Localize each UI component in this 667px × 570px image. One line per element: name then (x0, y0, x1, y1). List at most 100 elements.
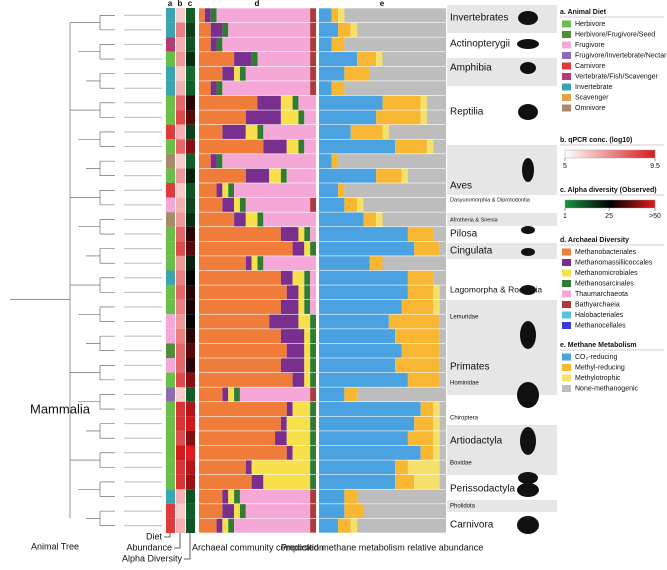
group-label: Lagomorpha & Rodentia (450, 284, 542, 294)
archaea-segment (216, 37, 223, 52)
archaea-segment (304, 241, 311, 256)
diet-cell (166, 66, 175, 81)
methane-segment (344, 37, 446, 52)
methane-segment (433, 431, 440, 446)
group-band (447, 500, 557, 512)
legend-label: Omnivore (575, 105, 605, 112)
methane-segment (319, 518, 339, 533)
methane-segment (319, 256, 370, 271)
archaea-segment (286, 168, 316, 183)
archaea-segment (257, 124, 264, 139)
archaea-segment (222, 81, 311, 96)
legend-label: CO₂-reducing (575, 354, 618, 361)
methane-segment (331, 8, 339, 23)
methane-segment (439, 460, 446, 475)
alpha-cell (186, 197, 195, 213)
qpcr-cell (176, 358, 185, 373)
alpha-cell (186, 518, 195, 533)
archaea-segment (216, 81, 223, 96)
species-label-line (124, 277, 162, 279)
legend-label: Methanocellales (575, 322, 626, 329)
methane-segment (357, 197, 364, 212)
diet-cell (166, 401, 175, 417)
archaea-segment (304, 358, 311, 373)
methane-segment (319, 474, 396, 489)
qpcr-cell (176, 503, 185, 519)
archaea-segment (310, 416, 316, 431)
archaea-segment (245, 110, 281, 125)
qpcr-cell (176, 372, 185, 388)
archaea-segment (292, 372, 305, 387)
archaea-segment (222, 124, 246, 139)
methane-segment (420, 445, 434, 460)
qpcr-cell (176, 241, 185, 256)
diet-cell (166, 387, 175, 402)
scale-label: 25 (605, 213, 613, 220)
methane-segment (319, 431, 408, 446)
archaea-segment (210, 22, 223, 37)
methane-segment (439, 299, 446, 314)
diet-cell (166, 503, 175, 519)
methane-segment (357, 518, 446, 533)
alpha-cell (186, 430, 195, 446)
alpha-cell (186, 460, 195, 475)
archaea-segment (310, 52, 316, 67)
tree-label: Mammalia (30, 401, 91, 416)
panel-letter: d (255, 0, 260, 8)
methane-segment (433, 402, 440, 417)
methane-segment (319, 66, 345, 81)
archaea-segment (245, 504, 311, 519)
archaea-segment (292, 402, 311, 417)
archaea-segment (310, 241, 316, 256)
alpha-cell (186, 299, 195, 315)
methane-segment (357, 52, 377, 67)
archaea-segment (222, 66, 235, 81)
bottom-label: Abundance (126, 542, 172, 552)
qpcr-cell (176, 51, 185, 67)
archaea-segment (298, 285, 305, 300)
methane-segment (433, 285, 440, 300)
qpcr-cell (176, 168, 185, 183)
methane-segment (331, 37, 345, 52)
alpha-cell (186, 401, 195, 417)
methane-segment (395, 358, 440, 373)
archaea-segment (310, 474, 316, 489)
archaea-segment (304, 329, 311, 344)
archaea-segment (245, 168, 270, 183)
archaea-segment (234, 52, 252, 67)
archaea-segment (280, 168, 287, 183)
diet-cell (166, 183, 175, 198)
species-label-line (124, 87, 162, 89)
archaea-segment (263, 212, 316, 227)
archaea-segment (199, 212, 235, 227)
qpcr-cell (176, 139, 185, 154)
archaea-segment (199, 110, 246, 125)
archaea-segment (280, 416, 287, 431)
species-label-line (124, 481, 162, 483)
qpcr-cell (176, 8, 185, 23)
archaea-segment (286, 343, 305, 358)
alpha-cell (186, 489, 195, 504)
archaea-segment (292, 270, 305, 285)
methane-segment (407, 285, 434, 300)
archaea-segment (199, 256, 246, 271)
archaea-segment (310, 227, 316, 242)
methane-segment (357, 22, 446, 37)
methane-segment (319, 183, 339, 198)
archaea-segment (263, 256, 316, 271)
archaea-segment (199, 460, 246, 475)
alpha-cell (186, 51, 195, 67)
methane-segment (319, 299, 402, 314)
legend-label: Herbivore (575, 21, 605, 28)
scale-label: 9.5 (650, 163, 660, 170)
methane-segment (407, 372, 440, 387)
archaea-segment (298, 299, 305, 314)
methane-segment (426, 95, 446, 110)
legend-swatch (562, 20, 571, 28)
methane-segment (319, 95, 383, 110)
qpcr-cell (176, 445, 185, 461)
group-label: Dasyuromorphia & Diprotodontia (450, 197, 531, 203)
diet-cell (166, 95, 175, 111)
methane-segment (319, 489, 345, 504)
archaea-segment (310, 489, 316, 504)
